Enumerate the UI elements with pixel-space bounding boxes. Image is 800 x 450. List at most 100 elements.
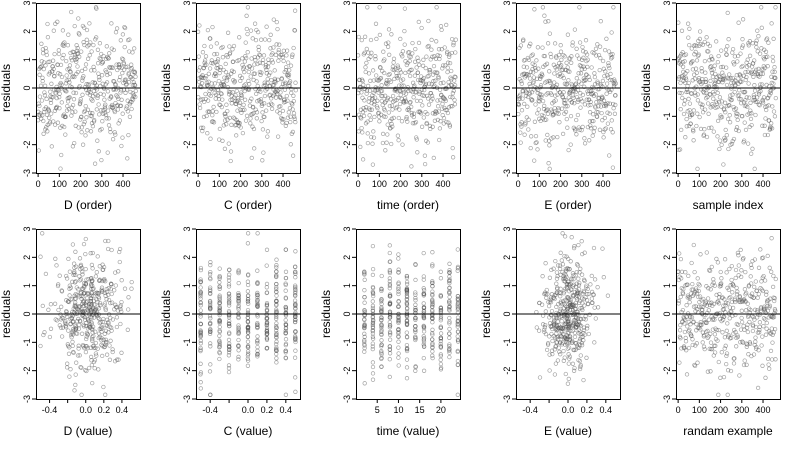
data-point bbox=[69, 85, 74, 90]
data-point bbox=[227, 267, 232, 272]
data-point bbox=[387, 71, 392, 77]
data-point bbox=[362, 272, 367, 277]
data-point bbox=[728, 368, 734, 374]
y-tick-label: 1 bbox=[662, 283, 672, 288]
data-point bbox=[396, 334, 401, 339]
data-point bbox=[406, 88, 411, 94]
data-point bbox=[83, 66, 88, 72]
data-point bbox=[245, 273, 251, 278]
data-point bbox=[421, 286, 426, 291]
data-point bbox=[100, 60, 106, 65]
data-point bbox=[715, 104, 720, 110]
data-point bbox=[232, 78, 238, 84]
data-point bbox=[117, 249, 122, 255]
data-point bbox=[129, 66, 134, 71]
data-point bbox=[273, 80, 278, 85]
data-point bbox=[283, 247, 288, 252]
y-tick-label: 2 bbox=[182, 29, 192, 34]
data-point bbox=[687, 101, 693, 106]
data-point bbox=[198, 345, 203, 351]
data-point bbox=[723, 110, 728, 115]
data-point bbox=[59, 74, 65, 80]
data-point bbox=[133, 88, 138, 94]
data-point bbox=[226, 353, 232, 358]
data-point bbox=[198, 386, 203, 391]
data-point bbox=[273, 52, 278, 58]
data-point bbox=[735, 59, 740, 64]
data-point bbox=[543, 19, 548, 24]
data-point bbox=[58, 166, 63, 171]
data-point bbox=[703, 79, 709, 85]
data-point bbox=[245, 330, 251, 335]
data-point bbox=[271, 17, 276, 22]
data-point bbox=[379, 325, 384, 330]
data-point bbox=[245, 325, 251, 330]
data-point bbox=[683, 135, 688, 140]
data-point bbox=[249, 96, 254, 101]
data-point bbox=[695, 111, 700, 116]
data-point bbox=[75, 306, 80, 312]
data-point bbox=[684, 372, 690, 377]
data-point bbox=[49, 111, 54, 116]
data-point bbox=[438, 367, 444, 372]
data-point bbox=[727, 305, 733, 310]
data-point bbox=[81, 109, 87, 115]
data-point bbox=[73, 249, 78, 254]
y-tick-label: -2 bbox=[502, 141, 512, 149]
data-point bbox=[236, 354, 241, 360]
data-point bbox=[418, 98, 423, 104]
data-point bbox=[104, 44, 109, 49]
data-point bbox=[570, 294, 576, 299]
data-point bbox=[370, 334, 376, 339]
data-point bbox=[750, 323, 756, 329]
data-point bbox=[567, 56, 573, 61]
data-point bbox=[519, 81, 524, 86]
data-point bbox=[757, 103, 762, 108]
x-axis-label: D (value) bbox=[64, 424, 113, 438]
data-point bbox=[391, 56, 397, 61]
data-point bbox=[401, 83, 406, 88]
data-point bbox=[563, 109, 569, 115]
data-point bbox=[420, 103, 425, 108]
data-point bbox=[291, 45, 296, 51]
data-point bbox=[751, 352, 757, 357]
data-point bbox=[722, 107, 727, 112]
data-point bbox=[89, 68, 94, 73]
data-point bbox=[387, 286, 392, 291]
data-point bbox=[768, 90, 773, 96]
data-point bbox=[678, 323, 683, 328]
data-point bbox=[387, 52, 392, 57]
data-point bbox=[427, 81, 432, 86]
data-point bbox=[91, 298, 96, 303]
data-point bbox=[408, 54, 413, 60]
data-point bbox=[283, 68, 289, 73]
plot-frame bbox=[676, 229, 781, 400]
data-point bbox=[760, 334, 765, 339]
data-point bbox=[697, 114, 702, 120]
data-point bbox=[704, 134, 710, 140]
data-point bbox=[407, 100, 413, 105]
data-point bbox=[77, 278, 82, 283]
data-point bbox=[455, 324, 460, 329]
data-point bbox=[432, 118, 438, 123]
data-point bbox=[571, 245, 577, 251]
data-point bbox=[585, 301, 591, 307]
data-point bbox=[704, 35, 709, 40]
x-tick-label: 400 bbox=[756, 179, 771, 189]
x-tick-label: -0.4 bbox=[42, 405, 58, 415]
data-point bbox=[413, 368, 418, 373]
data-point bbox=[217, 333, 222, 338]
data-point bbox=[94, 353, 99, 358]
data-point bbox=[761, 324, 766, 329]
data-point bbox=[438, 341, 443, 347]
data-point bbox=[711, 301, 717, 307]
data-point bbox=[413, 290, 418, 295]
data-point bbox=[43, 271, 49, 277]
data-point bbox=[274, 282, 279, 287]
data-point bbox=[42, 83, 48, 88]
data-point bbox=[409, 164, 414, 169]
data-point bbox=[293, 264, 298, 269]
data-point bbox=[379, 349, 384, 354]
